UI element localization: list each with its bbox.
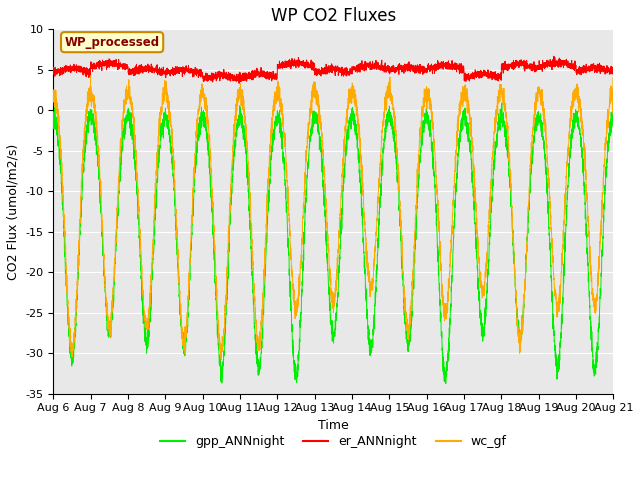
Legend: gpp_ANNnight, er_ANNnight, wc_gf: gpp_ANNnight, er_ANNnight, wc_gf: [155, 430, 511, 453]
Y-axis label: CO2 Flux (umol/m2/s): CO2 Flux (umol/m2/s): [7, 144, 20, 279]
X-axis label: Time: Time: [318, 419, 349, 432]
Title: WP CO2 Fluxes: WP CO2 Fluxes: [271, 7, 396, 25]
Text: WP_processed: WP_processed: [65, 36, 159, 48]
